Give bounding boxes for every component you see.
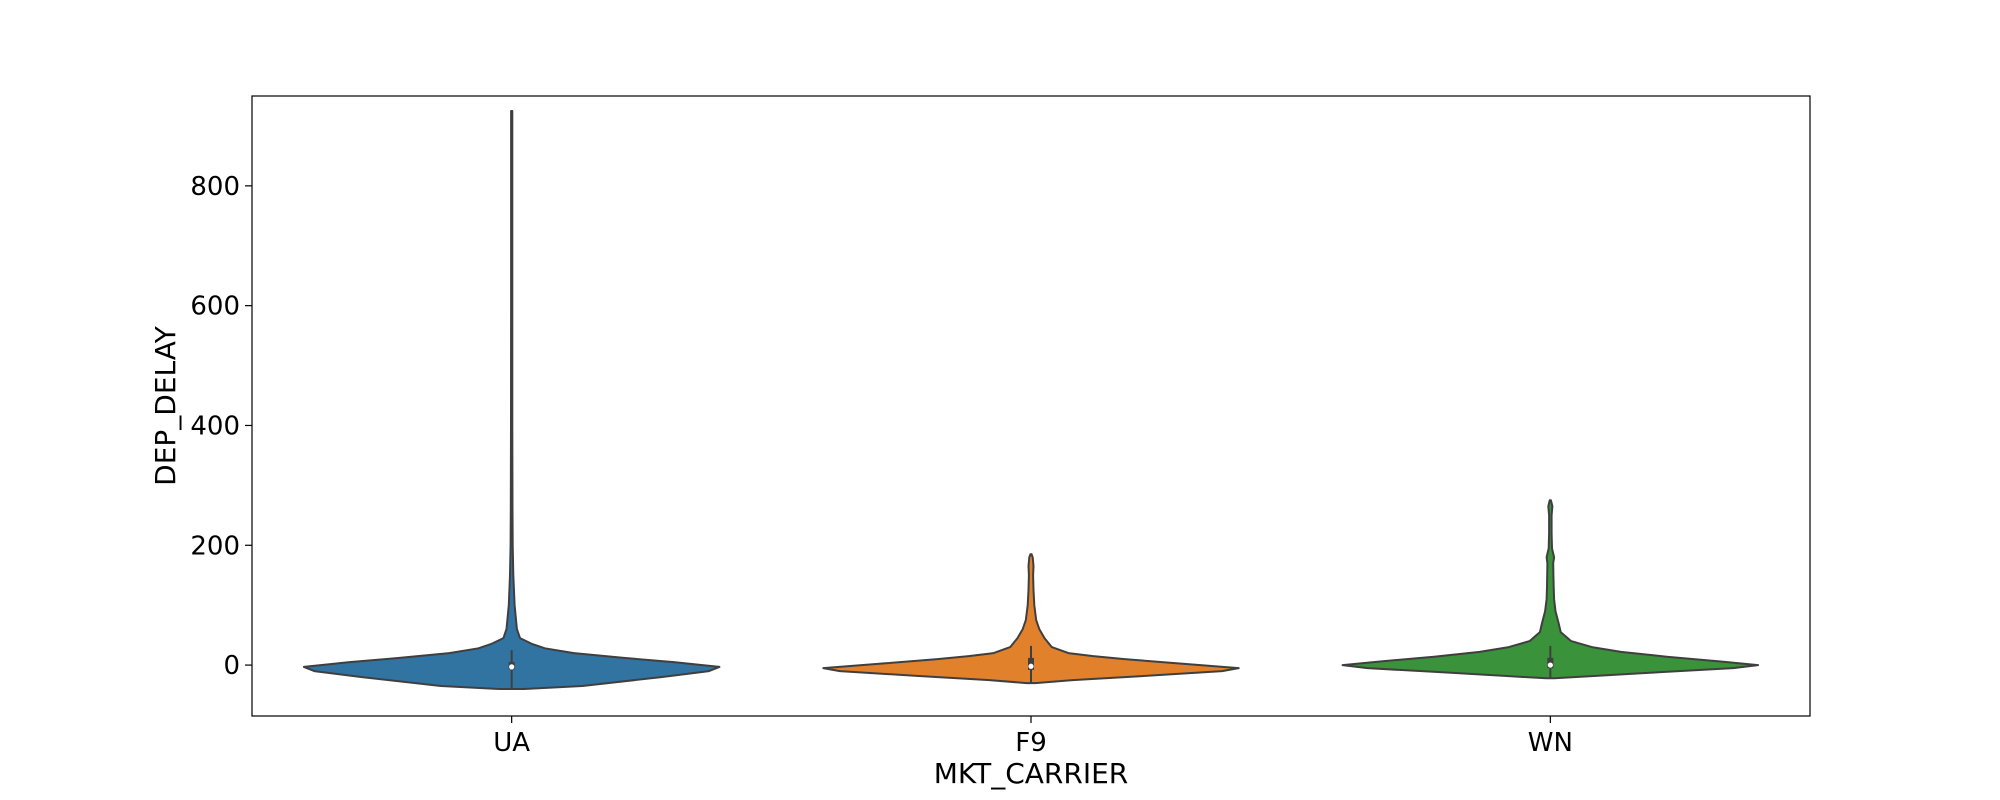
y-tick-label: 800 [190,172,240,202]
y-tick-label: 400 [190,411,240,441]
x-tick-label-wn: WN [1528,728,1573,758]
x-axis: UA F9 WN [493,716,1573,758]
median-dot-ua [509,664,515,670]
x-axis-label: MKT_CARRIER [934,757,1128,790]
violin-f9 [822,553,1240,685]
x-tick-label-ua: UA [493,728,530,758]
violin-ua [302,109,721,691]
y-axis-label: DEP_DELAY [149,325,182,486]
violins-layer [302,109,1760,691]
y-axis: 0 200 400 600 800 [190,172,252,681]
y-tick-label: 600 [190,292,240,322]
violin-wn [1341,499,1760,680]
median-dot-wn [1547,662,1553,668]
y-tick-label: 200 [190,531,240,561]
median-dot-f9 [1028,663,1034,669]
x-tick-label-f9: F9 [1015,728,1047,758]
y-tick-label: 0 [223,651,240,681]
